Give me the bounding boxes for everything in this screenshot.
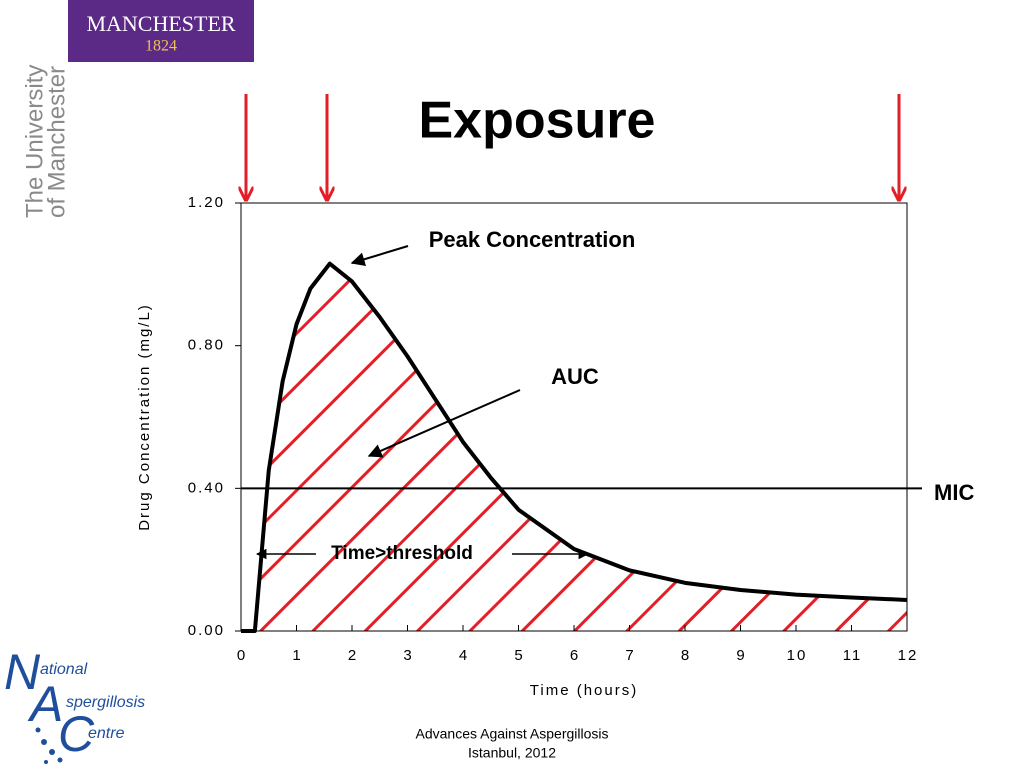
x-tick-label: 8 xyxy=(681,647,691,664)
annotation: Time>threshold xyxy=(331,543,473,564)
x-tick-label: 11 xyxy=(843,647,863,664)
y-axis-label: Drug Concentration (mg/L) xyxy=(136,303,153,531)
annotation: AUC xyxy=(551,364,599,389)
concentration-line xyxy=(241,261,908,633)
x-tick-label: 3 xyxy=(403,647,413,664)
logo-word: spergillosis xyxy=(66,694,145,711)
x-tick-label: 9 xyxy=(736,647,746,664)
y-tick-label: 0.00 xyxy=(188,622,225,639)
x-axis-label: Time (hours) xyxy=(530,682,638,699)
auc-area xyxy=(241,263,907,631)
logo-letter: A xyxy=(27,676,63,732)
y-tick-label: 0.40 xyxy=(188,479,225,496)
logo-word: ational xyxy=(40,661,88,678)
reference-label: MIC xyxy=(934,480,974,505)
x-tick-label: 7 xyxy=(625,647,635,664)
x-tick-label: 4 xyxy=(459,647,469,664)
x-tick-label: 2 xyxy=(348,647,358,664)
chart-title: Exposure xyxy=(419,92,656,150)
nac-logo: N ational A spergillosis C entre xyxy=(4,644,145,764)
x-tick-label: 10 xyxy=(787,647,808,664)
x-tick-label: 1 xyxy=(292,647,302,664)
university-text: The University xyxy=(21,65,48,218)
logo-letter: N xyxy=(4,644,41,700)
dose-arrows xyxy=(246,94,899,200)
logo-box xyxy=(68,0,254,62)
x-tick-label: 0 xyxy=(237,647,247,664)
footer: Istanbul, 2012 xyxy=(468,745,556,761)
x-tick-label: 5 xyxy=(514,647,524,664)
x-tick-label: 6 xyxy=(570,647,580,664)
logo-letter: C xyxy=(58,706,95,762)
y-tick-label: 0.80 xyxy=(188,337,225,354)
logo-year: 1824 xyxy=(145,38,177,55)
annotation-arrows xyxy=(255,245,590,560)
logo-text: MANCHESTER xyxy=(86,11,235,36)
x-tick-label: 12 xyxy=(898,647,919,664)
logo-word: entre xyxy=(88,725,125,742)
y-tick-label: 1.20 xyxy=(188,194,225,211)
university-text: of Manchester xyxy=(43,66,70,218)
annotation: Peak Concentration xyxy=(429,227,636,252)
footer: Advances Against Aspergillosis xyxy=(416,726,609,742)
